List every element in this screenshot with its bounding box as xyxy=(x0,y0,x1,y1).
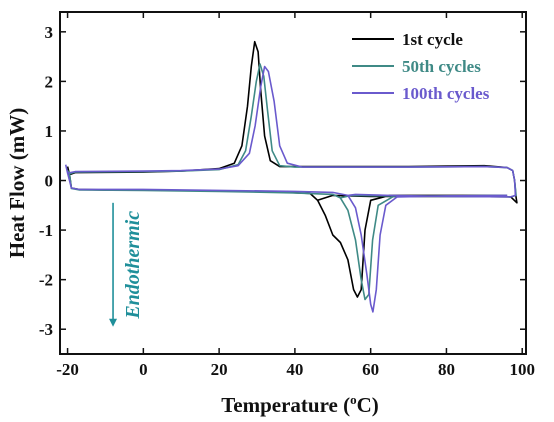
x-tick-label: 60 xyxy=(362,360,379,379)
series-3-heating-baseline xyxy=(66,172,349,197)
series-3-heating-line xyxy=(347,180,517,313)
x-tick-label: 20 xyxy=(211,360,228,379)
series-2-heating-baseline xyxy=(68,173,341,199)
endothermic-annotation: Endothermic xyxy=(109,202,144,327)
x-tick-label: 80 xyxy=(438,360,455,379)
series-2-heating-line xyxy=(339,180,517,301)
x-tick-label: 0 xyxy=(139,360,148,379)
series-1-heating-baseline xyxy=(68,174,319,201)
y-tick-label: -3 xyxy=(39,320,53,339)
y-tick-label: -2 xyxy=(39,271,53,290)
series-3-cooling-line xyxy=(64,65,516,181)
x-axis-title: Temperature (oC) xyxy=(221,392,379,417)
legend: 1st cycle 50th cycles 100th cycles xyxy=(352,30,490,103)
x-tick-label: 40 xyxy=(286,360,303,379)
y-tick-label: 3 xyxy=(45,23,54,42)
series-2-cooling-line xyxy=(66,63,516,181)
endothermic-arrow-head xyxy=(109,318,118,327)
y-tick-label: 2 xyxy=(45,72,54,91)
legend-label: 50th cycles xyxy=(402,57,481,76)
legend-label: 100th cycles xyxy=(402,84,490,103)
y-tick-label: 0 xyxy=(45,172,54,191)
plot-lines xyxy=(64,40,518,313)
y-tick-label: 1 xyxy=(45,122,54,141)
plot-frame xyxy=(59,11,527,355)
axis-ticks: -20 0 20 40 60 80 100 -3 -2 -1 0 1 2 3 xyxy=(39,12,535,379)
x-axis-title-superscript: o xyxy=(350,392,357,407)
endothermic-label: Endothermic xyxy=(122,211,144,320)
y-axis-title: Heat Flow (mW) xyxy=(5,108,29,258)
x-tick-label: -20 xyxy=(56,360,79,379)
legend-label: 1st cycle xyxy=(402,30,463,49)
x-tick-label: 100 xyxy=(509,360,535,379)
series-3 xyxy=(64,65,517,313)
series-1-heating-line xyxy=(316,180,518,298)
y-tick-label: -1 xyxy=(39,221,53,240)
